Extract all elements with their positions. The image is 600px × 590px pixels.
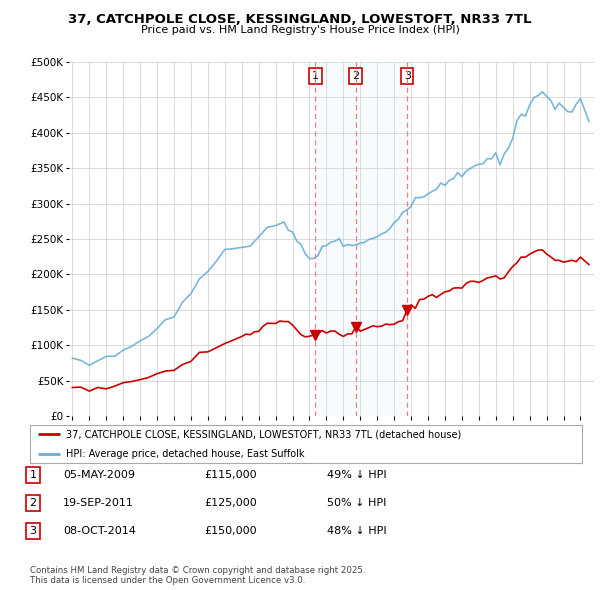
Text: 37, CATCHPOLE CLOSE, KESSINGLAND, LOWESTOFT, NR33 7TL: 37, CATCHPOLE CLOSE, KESSINGLAND, LOWEST… [68,13,532,26]
Text: 2: 2 [29,498,37,507]
Text: 05-MAY-2009: 05-MAY-2009 [63,470,135,480]
Text: 50% ↓ HPI: 50% ↓ HPI [327,498,386,507]
Text: 3: 3 [404,71,411,81]
Text: 1: 1 [29,470,37,480]
Text: Contains HM Land Registry data © Crown copyright and database right 2025.
This d: Contains HM Land Registry data © Crown c… [30,566,365,585]
Text: 19-SEP-2011: 19-SEP-2011 [63,498,134,507]
Text: 37, CATCHPOLE CLOSE, KESSINGLAND, LOWESTOFT, NR33 7TL (detached house): 37, CATCHPOLE CLOSE, KESSINGLAND, LOWEST… [66,430,461,440]
Text: £150,000: £150,000 [204,526,257,536]
Text: £115,000: £115,000 [204,470,257,480]
Text: 2: 2 [352,71,359,81]
Text: 49% ↓ HPI: 49% ↓ HPI [327,470,386,480]
Text: HPI: Average price, detached house, East Suffolk: HPI: Average price, detached house, East… [66,448,304,458]
Text: £125,000: £125,000 [204,498,257,507]
Text: 48% ↓ HPI: 48% ↓ HPI [327,526,386,536]
Bar [315,62,407,416]
Text: Price paid vs. HM Land Registry's House Price Index (HPI): Price paid vs. HM Land Registry's House … [140,25,460,35]
Text: 1: 1 [312,71,319,81]
Text: 3: 3 [29,526,37,536]
Text: 08-OCT-2014: 08-OCT-2014 [63,526,136,536]
